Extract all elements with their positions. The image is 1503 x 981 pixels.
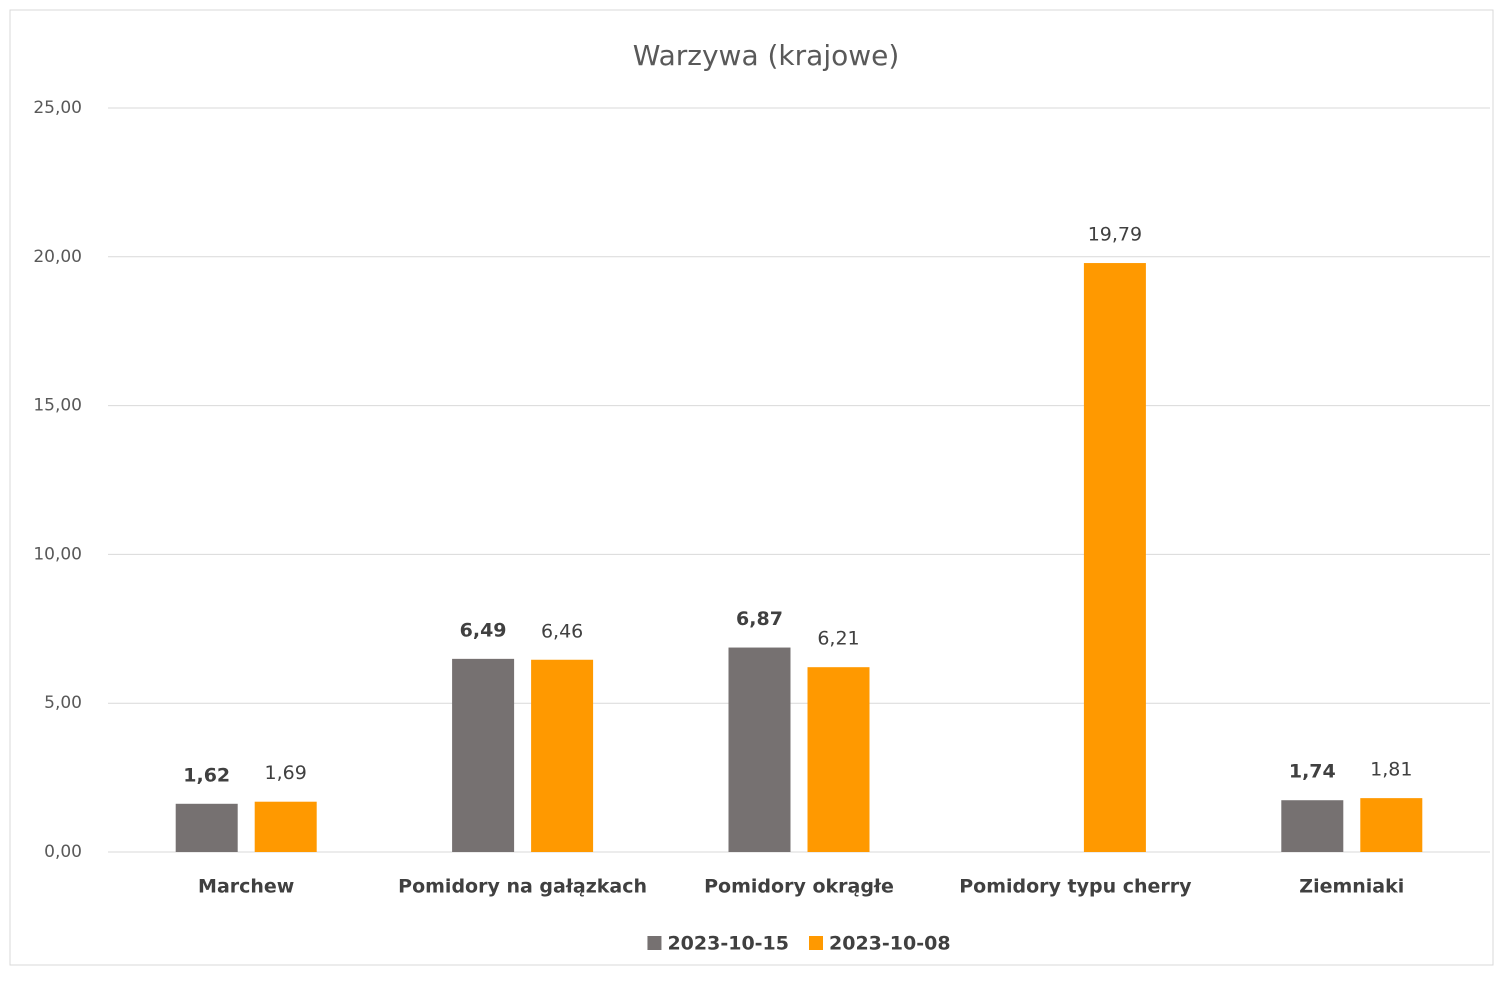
- data-label: 1,74: [1289, 761, 1336, 783]
- y-tick-label: 25,00: [33, 98, 82, 118]
- bar: [1360, 798, 1423, 852]
- legend-label: 2023-10-08: [829, 933, 951, 955]
- bar: [728, 647, 791, 852]
- bar: [807, 667, 870, 852]
- bar: [1281, 800, 1344, 852]
- bar: [531, 659, 594, 852]
- y-tick-label: 5,00: [44, 693, 82, 713]
- data-label: 1,81: [1370, 759, 1412, 781]
- legend-swatch: [809, 936, 823, 950]
- bar: [175, 803, 238, 852]
- legend-swatch: [647, 936, 662, 950]
- bar: [254, 801, 317, 852]
- legend-label: 2023-10-15: [667, 933, 789, 955]
- bar: [1083, 263, 1146, 853]
- bar: [452, 658, 515, 852]
- y-tick-label: 10,00: [33, 544, 82, 564]
- y-tick-label: 0,00: [44, 842, 82, 862]
- data-label: 19,79: [1088, 224, 1142, 246]
- x-tick-label: Ziemniaki: [1299, 876, 1404, 898]
- y-tick-label: 20,00: [33, 247, 82, 267]
- data-label: 1,69: [265, 762, 307, 784]
- chart-title: Warzywa (krajowe): [633, 39, 900, 72]
- x-tick-label: Pomidory typu cherry: [959, 876, 1192, 898]
- data-label: 6,87: [736, 608, 783, 630]
- data-label: 1,62: [183, 764, 230, 786]
- data-label: 6,21: [817, 628, 859, 650]
- x-tick-label: Marchew: [198, 876, 294, 898]
- x-tick-label: Pomidory na gałązkach: [398, 876, 647, 898]
- data-label: 6,46: [541, 620, 583, 642]
- x-tick-label: Pomidory okrągłe: [704, 876, 894, 898]
- data-label: 6,49: [460, 619, 507, 641]
- y-tick-label: 15,00: [33, 396, 82, 416]
